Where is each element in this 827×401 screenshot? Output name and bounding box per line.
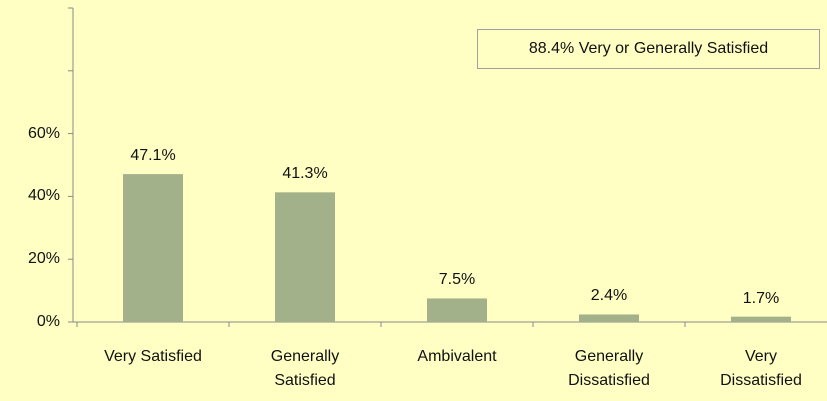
x-tick-label: Very Satisfied — [104, 348, 202, 365]
bar — [427, 298, 487, 322]
x-tick-label: Ambivalent — [417, 348, 497, 365]
value-label: 7.5% — [438, 271, 476, 289]
x-tick-label: Generally Satisfied — [270, 348, 340, 389]
value-label: 1.7% — [742, 289, 780, 307]
value-label: 2.4% — [590, 287, 628, 305]
bar — [275, 192, 335, 322]
value-label: 41.3% — [282, 165, 328, 183]
x-tick-label: Generally Dissatisfied — [568, 348, 650, 389]
bar — [123, 174, 183, 322]
value-label: 47.1% — [130, 147, 176, 165]
y-tick-label: 60% — [27, 124, 60, 142]
y-tick-label: 20% — [27, 250, 60, 268]
annotation: 88.4% Very or Generally Satisfied — [477, 29, 820, 69]
x-tick-label: Very Dissatisfied — [720, 348, 802, 389]
bar — [579, 314, 639, 322]
y-tick-label: 40% — [27, 187, 60, 205]
y-tick-label: 0% — [36, 313, 60, 330]
bar — [731, 316, 791, 322]
